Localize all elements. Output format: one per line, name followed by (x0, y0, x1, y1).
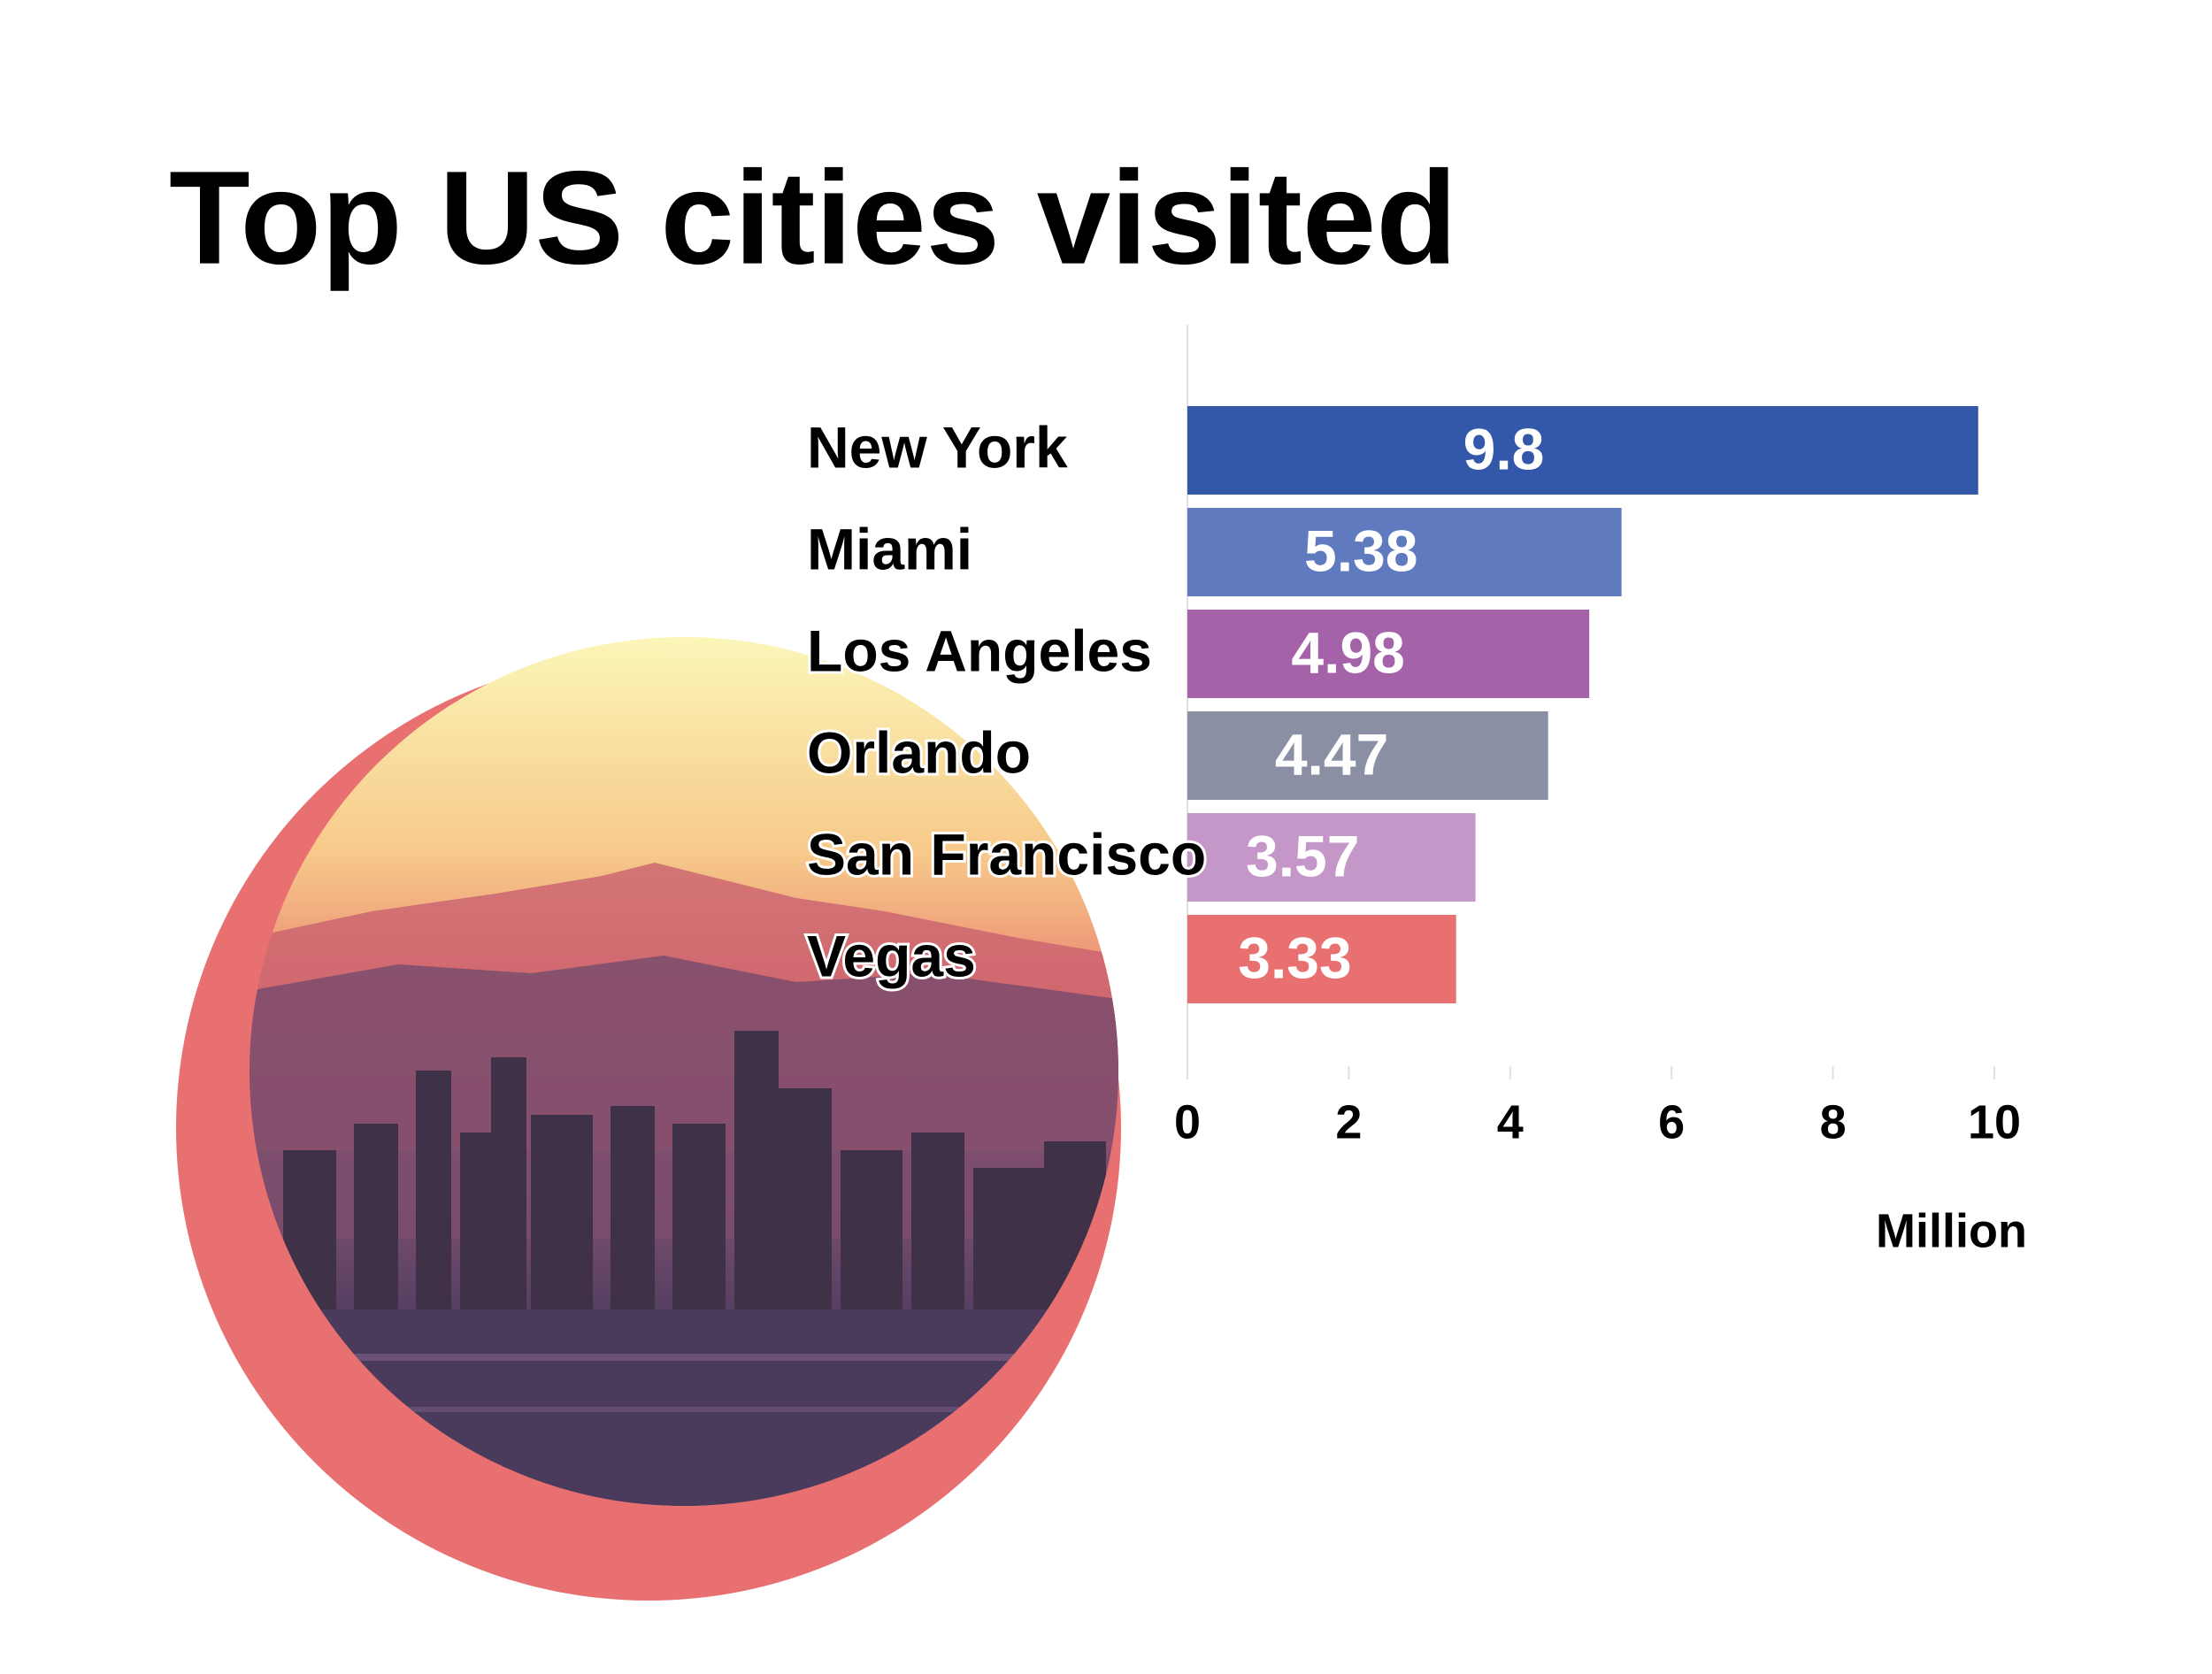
bar (1187, 406, 1978, 495)
x-tick-label: 6 (1658, 1095, 1685, 1148)
category-label: Orlando (807, 719, 1031, 785)
value-label: 5.38 (1304, 518, 1417, 583)
chart-title: Top US cities visited (169, 143, 1457, 292)
value-label: 3.33 (1238, 925, 1351, 990)
bar (1187, 711, 1548, 800)
x-tick-label: 0 (1174, 1095, 1201, 1148)
x-tick-label: 4 (1497, 1095, 1524, 1148)
value-label: 9.8 (1463, 416, 1545, 481)
x-tick-label: 8 (1820, 1095, 1847, 1148)
x-tick-label: 10 (1968, 1095, 2021, 1148)
category-label: Miami (807, 516, 972, 581)
x-tick-label: 2 (1335, 1095, 1362, 1148)
value-label: 4.98 (1291, 619, 1404, 685)
bar (1187, 915, 1456, 1003)
value-label: 4.47 (1275, 721, 1388, 787)
category-label: Los Angeles (807, 618, 1152, 683)
bar (1187, 610, 1590, 698)
value-label: 3.57 (1246, 823, 1359, 888)
x-axis-label: Million (1876, 1204, 2027, 1257)
decoration (176, 637, 1121, 1601)
category-label: New York (807, 414, 1068, 480)
bar (1187, 508, 1622, 596)
category-label: San Francisco (807, 821, 1206, 887)
bar (1187, 813, 1476, 902)
category-label: Vegas (807, 923, 976, 988)
